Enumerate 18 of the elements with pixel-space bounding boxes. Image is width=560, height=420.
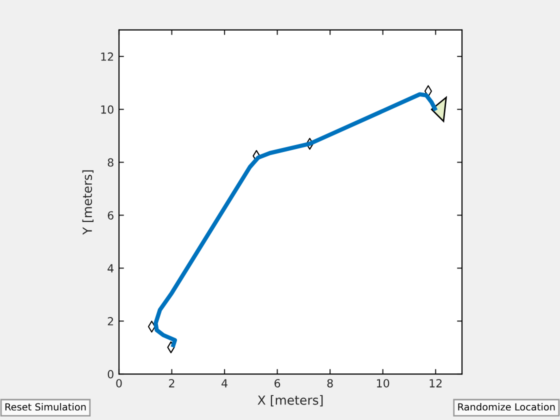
text: Randomize Location [458, 403, 555, 411]
y-tick-label: 0 [108, 370, 114, 378]
x-tick-label: 2 [169, 379, 174, 388]
x-tick-label: 8 [327, 379, 333, 388]
text: Reset Simulation [5, 403, 86, 411]
x-tick-label: 12 [430, 379, 442, 388]
x-axis-title: X [meters] [258, 395, 323, 406]
y-axis-title: Y [meters] [82, 170, 94, 235]
y-tick-label: 6 [108, 211, 114, 220]
y-tick-label: 2 [108, 317, 114, 326]
x-tick-label: 10 [376, 379, 390, 388]
y-tick-label: 12 [101, 52, 114, 61]
y-tick-label: 4 [108, 264, 114, 272]
y-tick-label: 10 [101, 105, 114, 114]
x-tick-label: 4 [222, 379, 228, 388]
y-tick-label: 8 [108, 158, 114, 167]
x-tick-label: 6 [274, 379, 280, 388]
x-tick-label: 0 [116, 379, 122, 388]
